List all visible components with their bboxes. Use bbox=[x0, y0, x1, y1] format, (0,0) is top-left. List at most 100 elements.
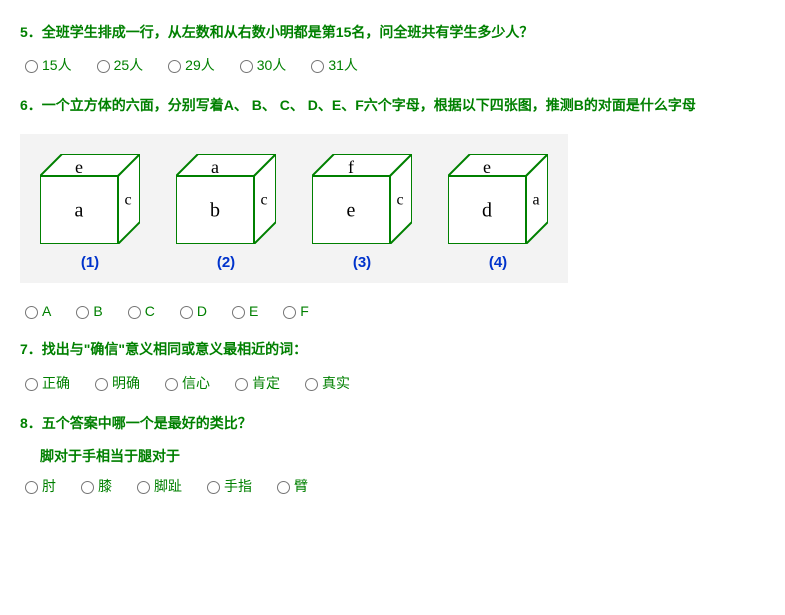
option-radio[interactable] bbox=[95, 378, 108, 391]
option-radio[interactable] bbox=[277, 481, 290, 494]
option-text: A bbox=[42, 303, 51, 319]
option-radio[interactable] bbox=[168, 60, 181, 73]
option-text: 正确 bbox=[42, 373, 70, 393]
cube-diagram-panel: eac(1)abc(2)fec(3)eda(4) bbox=[20, 134, 568, 283]
option-label[interactable]: 30人 bbox=[235, 55, 287, 75]
option-label[interactable]: 25人 bbox=[92, 55, 144, 75]
cube-index-label: (2) bbox=[176, 254, 276, 271]
question-5-text: 5．全班学生排成一行，从左数和从右数小明都是第15名，问全班共有学生多少人？ bbox=[20, 20, 765, 45]
option-text: 膝 bbox=[98, 476, 112, 496]
option-radio[interactable] bbox=[240, 60, 253, 73]
option-radio[interactable] bbox=[180, 306, 193, 319]
option-label[interactable]: 膝 bbox=[76, 476, 112, 496]
q6-stem: 一个立方体的六面，分别写着A、 B、 C、 D、E、F六个字母，根据以下四张图，… bbox=[42, 97, 696, 113]
option-label[interactable]: 肯定 bbox=[230, 373, 280, 393]
option-label[interactable]: 手指 bbox=[202, 476, 252, 496]
svg-text:e: e bbox=[347, 200, 356, 222]
option-text: C bbox=[145, 303, 155, 319]
option-text: F bbox=[300, 303, 309, 319]
cube-svg: abc bbox=[176, 154, 276, 244]
cube-item: abc(2) bbox=[176, 154, 276, 271]
q8-number: 8． bbox=[20, 415, 42, 431]
question-6-text: 6．一个立方体的六面，分别写着A、 B、 C、 D、E、F六个字母，根据以下四张… bbox=[20, 93, 765, 118]
option-label[interactable]: A bbox=[20, 303, 51, 319]
option-text: 手指 bbox=[224, 476, 252, 496]
option-text: 臂 bbox=[294, 476, 308, 496]
option-radio[interactable] bbox=[311, 60, 324, 73]
option-radio[interactable] bbox=[25, 60, 38, 73]
option-label[interactable]: 明确 bbox=[90, 373, 140, 393]
option-radio[interactable] bbox=[283, 306, 296, 319]
question-7-options: 正确 明确 信心 肯定 真实 bbox=[20, 373, 765, 393]
option-text: 30人 bbox=[257, 55, 287, 75]
option-label[interactable]: C bbox=[123, 303, 155, 319]
option-text: 信心 bbox=[182, 373, 210, 393]
option-radio[interactable] bbox=[76, 306, 89, 319]
option-text: 31人 bbox=[328, 55, 358, 75]
option-text: 真实 bbox=[322, 373, 350, 393]
option-label[interactable]: 信心 bbox=[160, 373, 210, 393]
option-radio[interactable] bbox=[81, 481, 94, 494]
option-radio[interactable] bbox=[207, 481, 220, 494]
option-label[interactable]: 29人 bbox=[163, 55, 215, 75]
option-label[interactable]: 正确 bbox=[20, 373, 70, 393]
cube-svg: eac bbox=[40, 154, 140, 244]
question-5-options: 15人 25人 29人 30人 31人 bbox=[20, 55, 765, 75]
option-radio[interactable] bbox=[25, 481, 38, 494]
cube-index-label: (1) bbox=[40, 254, 140, 271]
option-radio[interactable] bbox=[25, 378, 38, 391]
option-text: 明确 bbox=[112, 373, 140, 393]
question-8-subtext: 脚对于手相当于腿对于 bbox=[40, 446, 765, 466]
question-6: 6．一个立方体的六面，分别写着A、 B、 C、 D、E、F六个字母，根据以下四张… bbox=[20, 93, 765, 319]
option-text: E bbox=[249, 303, 258, 319]
option-radio[interactable] bbox=[137, 481, 150, 494]
option-label[interactable]: B bbox=[71, 303, 102, 319]
svg-text:d: d bbox=[482, 200, 492, 222]
option-label[interactable]: 肘 bbox=[20, 476, 56, 496]
svg-text:a: a bbox=[211, 158, 219, 178]
cube-item: eac (1) bbox=[40, 154, 140, 271]
option-text: D bbox=[197, 303, 207, 319]
option-radio[interactable] bbox=[305, 378, 318, 391]
option-radio[interactable] bbox=[128, 306, 141, 319]
q7-number: 7． bbox=[20, 341, 42, 357]
option-radio[interactable] bbox=[165, 378, 178, 391]
cube-svg: eda bbox=[448, 154, 548, 244]
option-radio[interactable] bbox=[97, 60, 110, 73]
option-label[interactable]: 真实 bbox=[300, 373, 350, 393]
option-text: 肘 bbox=[42, 476, 56, 496]
option-label[interactable]: 31人 bbox=[306, 55, 358, 75]
option-radio[interactable] bbox=[232, 306, 245, 319]
cube-index-label: (3) bbox=[312, 254, 412, 271]
question-8-options: 肘 膝 脚趾 手指 臂 bbox=[20, 476, 765, 496]
q7-stem: 找出与"确信"意义相同或意义最相近的词： bbox=[42, 341, 307, 357]
question-6-options: A B C D E F bbox=[20, 303, 765, 319]
cube-item: eda(4) bbox=[448, 154, 548, 271]
option-radio[interactable] bbox=[25, 306, 38, 319]
svg-text:e: e bbox=[483, 158, 491, 178]
q8-stem: 五个答案中哪一个是最好的类比？ bbox=[42, 415, 252, 431]
option-radio[interactable] bbox=[235, 378, 248, 391]
option-label[interactable]: D bbox=[175, 303, 207, 319]
q5-number: 5． bbox=[20, 24, 42, 40]
svg-text:b: b bbox=[210, 200, 220, 222]
option-text: 肯定 bbox=[252, 373, 280, 393]
q6-number: 6． bbox=[20, 97, 42, 113]
cube-index-label: (4) bbox=[448, 254, 548, 271]
option-label[interactable]: F bbox=[278, 303, 309, 319]
question-7-text: 7．找出与"确信"意义相同或意义最相近的词： bbox=[20, 337, 765, 362]
option-label[interactable]: 15人 bbox=[20, 55, 72, 75]
cubes-row: eac(1)abc(2)fec(3)eda(4) bbox=[40, 154, 548, 271]
option-text: 25人 bbox=[114, 55, 144, 75]
option-label[interactable]: 臂 bbox=[272, 476, 308, 496]
svg-text:f: f bbox=[348, 158, 354, 178]
option-label[interactable]: E bbox=[227, 303, 258, 319]
question-5: 5．全班学生排成一行，从左数和从右数小明都是第15名，问全班共有学生多少人？ 1… bbox=[20, 20, 765, 75]
svg-text:c: c bbox=[396, 192, 403, 209]
question-8: 8．五个答案中哪一个是最好的类比？ 脚对于手相当于腿对于 肘 膝 脚趾 手指 臂 bbox=[20, 411, 765, 496]
option-text: 脚趾 bbox=[154, 476, 182, 496]
svg-text:c: c bbox=[124, 192, 131, 209]
option-text: 15人 bbox=[42, 55, 72, 75]
question-8-text: 8．五个答案中哪一个是最好的类比？ bbox=[20, 411, 765, 436]
option-label[interactable]: 脚趾 bbox=[132, 476, 182, 496]
